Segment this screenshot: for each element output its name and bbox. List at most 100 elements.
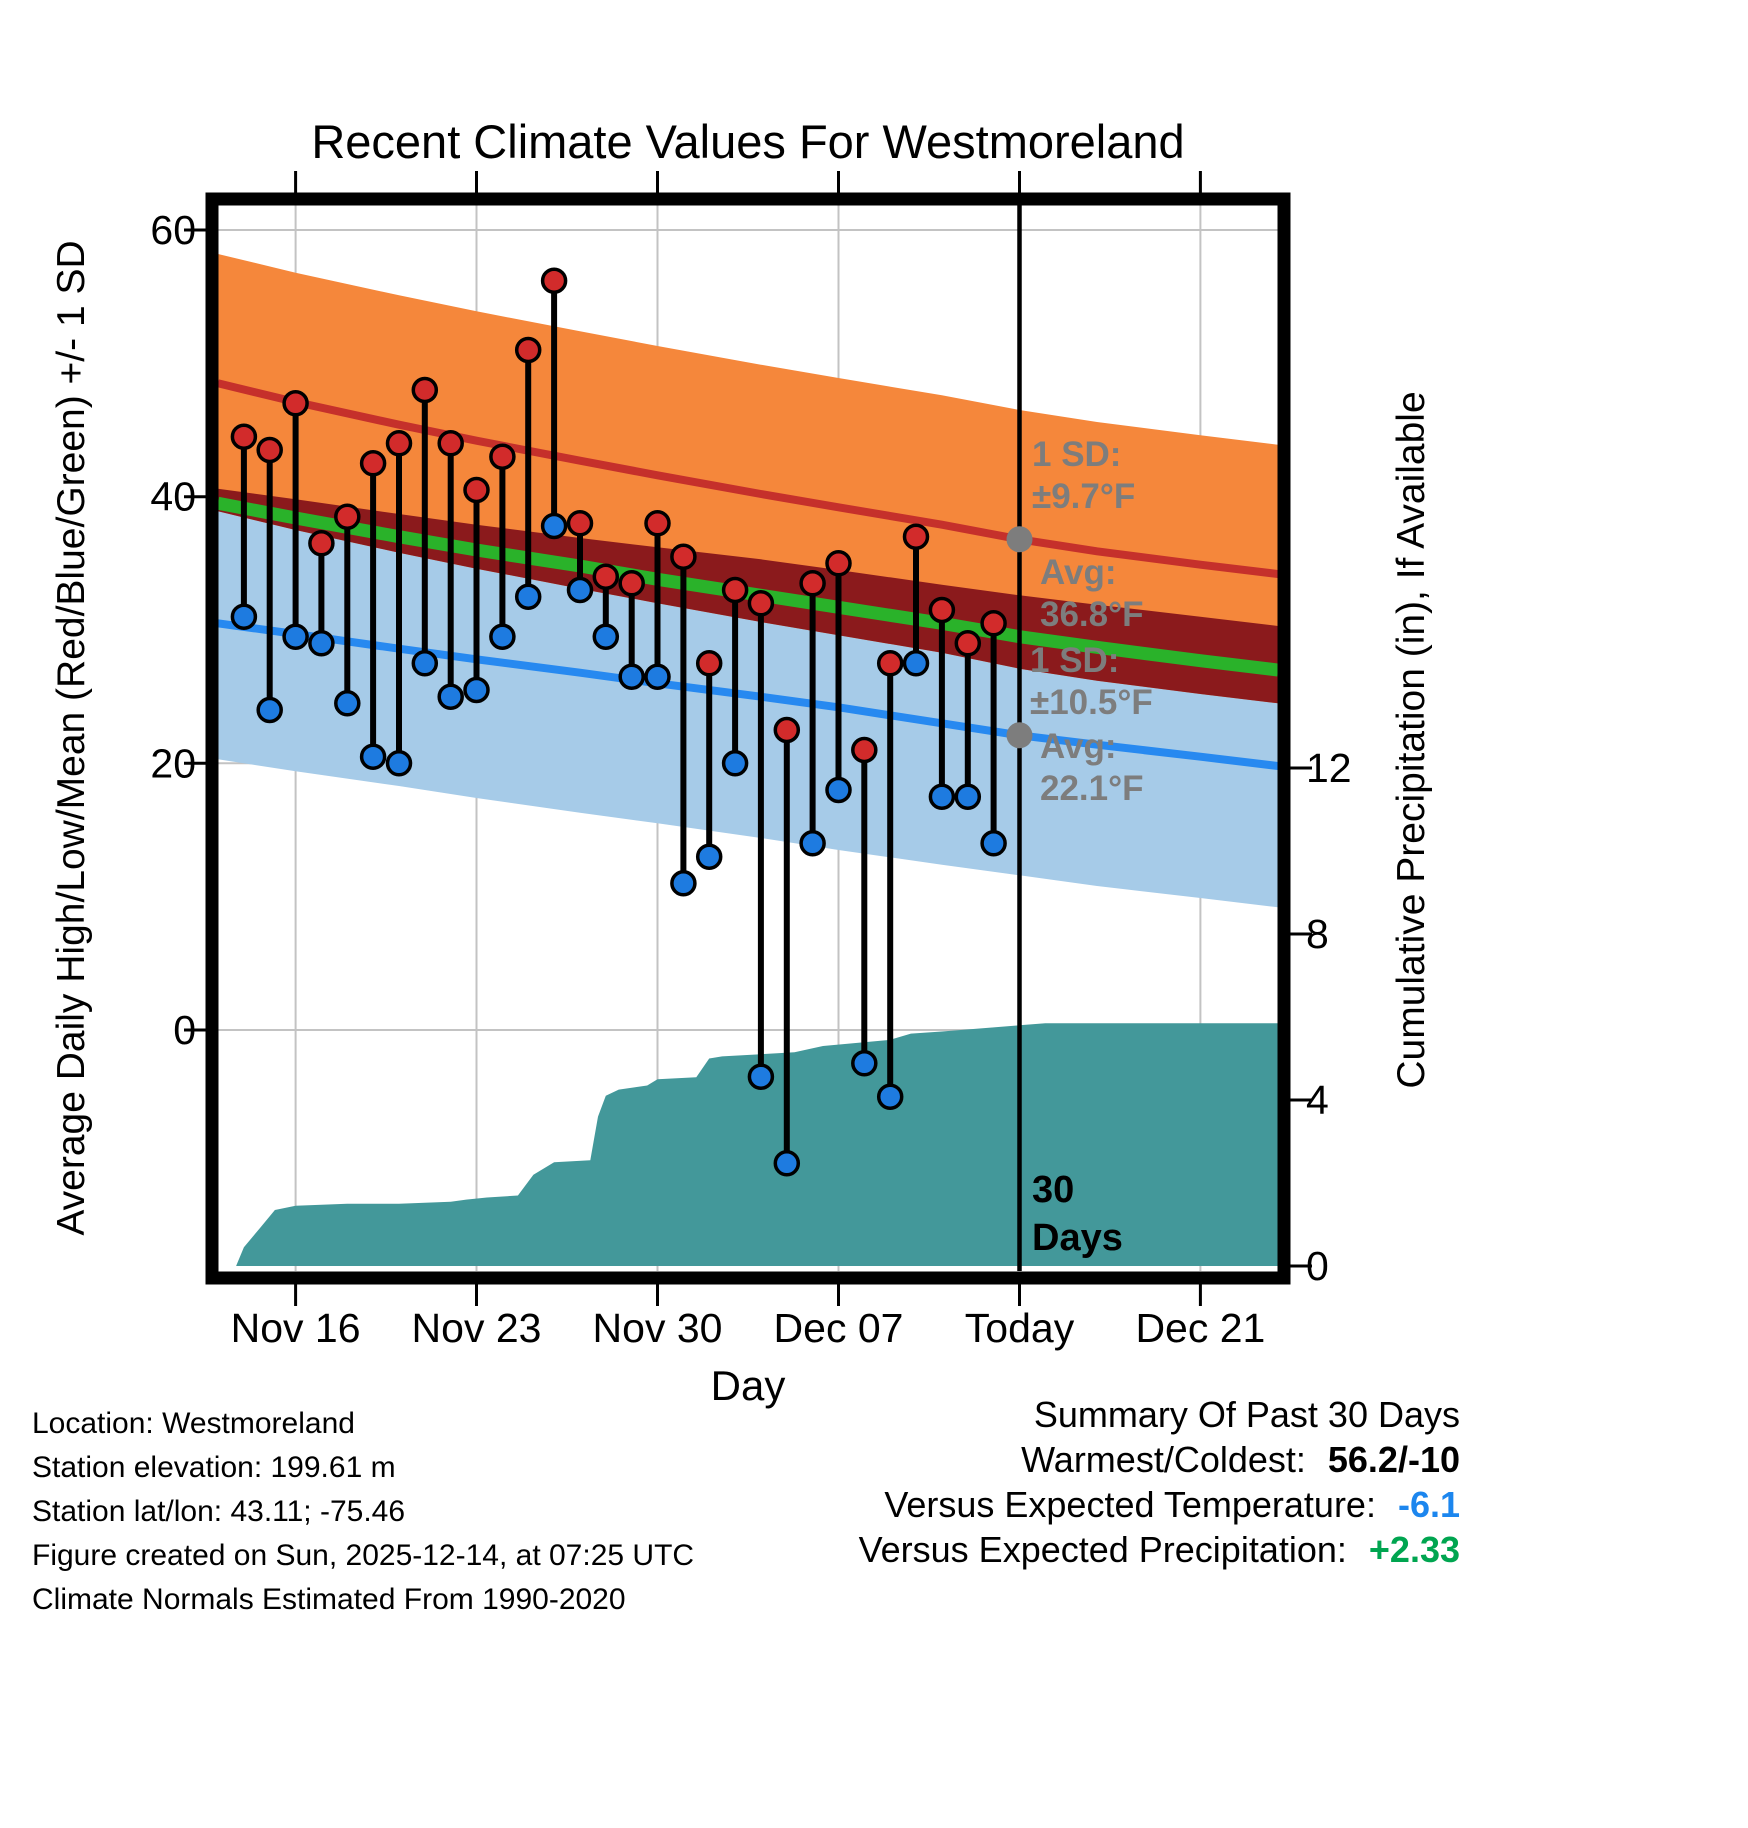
summary-row-warmest-coldest: Warmest/Coldest: 56.2/-10 bbox=[859, 1437, 1460, 1482]
daily-low-dot bbox=[385, 750, 413, 777]
high-temp-sd-band bbox=[218, 254, 1278, 704]
daily-low-dot bbox=[799, 830, 826, 857]
daily-low-dot bbox=[670, 870, 697, 897]
daily-low-dot bbox=[334, 690, 361, 717]
y-right-tick-label: 4 bbox=[1306, 1077, 1329, 1123]
daily-high-dot bbox=[851, 736, 878, 764]
summary-row-value: +2.33 bbox=[1368, 1529, 1460, 1570]
daily-low-dot bbox=[540, 512, 568, 540]
x-tick-label: Dec 07 bbox=[774, 1305, 904, 1351]
x-tick-label: Dec 21 bbox=[1135, 1305, 1265, 1351]
low-avg-value: 22.1°F bbox=[1040, 769, 1144, 808]
daily-high-dot bbox=[256, 436, 283, 464]
summary-row-value: -6.1 bbox=[1397, 1484, 1460, 1525]
daily-high-dot bbox=[954, 630, 982, 657]
high-avg-label: Avg: bbox=[1040, 553, 1116, 592]
y-left-tick-label: 20 bbox=[150, 740, 196, 786]
y-axis-right-label: Cumulative Precipitation (in), If Availa… bbox=[1390, 391, 1433, 1088]
x-tick-label: Nov 16 bbox=[231, 1305, 361, 1351]
y-right-tick-label: 0 bbox=[1306, 1243, 1329, 1289]
daily-high-dot bbox=[566, 510, 594, 537]
summary-panel: Summary Of Past 30 Days Warmest/Coldest:… bbox=[859, 1392, 1460, 1572]
summary-row-label: Versus Expected Precipitation: bbox=[858, 1529, 1347, 1570]
daily-low-dot bbox=[411, 650, 439, 677]
today-line-group bbox=[1006, 205, 1033, 1271]
daily-low-dot bbox=[463, 676, 490, 704]
summary-row-label: Warmest/Coldest: bbox=[1021, 1439, 1306, 1480]
daily-low-dot bbox=[489, 623, 516, 650]
normals-bands-group bbox=[218, 254, 1278, 908]
daily-high-dot bbox=[359, 450, 387, 477]
daily-low-dot bbox=[592, 623, 620, 650]
daily-high-dot bbox=[463, 476, 490, 504]
high-sd-label: 1 SD: bbox=[1032, 435, 1121, 474]
daily-high-dot bbox=[825, 550, 852, 577]
daily-low-dot bbox=[980, 830, 1007, 857]
daily-high-dot bbox=[747, 590, 775, 617]
low-sd-value: ±10.5°F bbox=[1030, 683, 1153, 722]
low-sd-label: 1 SD: bbox=[1030, 641, 1119, 680]
summary-row-value: 56.2/-10 bbox=[1327, 1439, 1460, 1480]
daily-high-dot bbox=[980, 610, 1007, 637]
daily-high-dot bbox=[437, 430, 464, 457]
axis-tick-labels-group: Nov 16 Nov 23 Nov 30 Dec 07 Today Dec 2160402… bbox=[150, 207, 1351, 1351]
x-tick-label: Nov 23 bbox=[412, 1305, 542, 1351]
daily-high-dot bbox=[308, 530, 335, 557]
daily-low-dot bbox=[825, 776, 852, 804]
high-sd-value: ±9.7°F bbox=[1032, 477, 1135, 516]
station-latlon: Station lat/lon: 43.11; -75.46 bbox=[32, 1495, 406, 1528]
summary-title: Summary Of Past 30 Days bbox=[1033, 1394, 1460, 1435]
station-info: Location: Westmoreland Station elevation… bbox=[32, 1402, 694, 1622]
high-avg-value: 36.8°F bbox=[1040, 595, 1144, 634]
daily-low-dot bbox=[851, 1050, 878, 1077]
daily-high-dot bbox=[618, 570, 645, 597]
high-avg-line bbox=[218, 379, 1278, 578]
station-elevation: Station elevation: 199.61 m bbox=[32, 1451, 396, 1484]
station-location: Location: Westmoreland bbox=[32, 1407, 355, 1440]
daily-low-dot bbox=[902, 650, 930, 677]
today-high-avg-marker bbox=[1006, 526, 1033, 553]
plot-frame bbox=[205, 192, 1291, 1285]
daily-high-dot bbox=[644, 510, 671, 537]
figure-created: Figure created on Sun, 2025-12-14, at 07… bbox=[32, 1539, 695, 1572]
daily-low-dot bbox=[256, 696, 283, 724]
daily-high-dot bbox=[799, 570, 826, 597]
daily-low-dot bbox=[566, 576, 594, 604]
x-axis-label: Day bbox=[711, 1362, 786, 1409]
y-right-tick-label: 12 bbox=[1306, 745, 1352, 791]
daily-low-dot bbox=[644, 663, 671, 690]
daily-high-dot bbox=[721, 576, 749, 604]
today-low-avg-marker bbox=[1006, 722, 1033, 749]
daily-high-dot bbox=[230, 423, 258, 450]
daily-low-dot bbox=[747, 1063, 775, 1090]
daily-low-dot bbox=[437, 683, 464, 710]
thirty-days-label-line1: 30 bbox=[1032, 1169, 1074, 1211]
x-tick-label: Today bbox=[965, 1305, 1075, 1351]
daily-high-dot bbox=[876, 650, 904, 677]
y-left-tick-label: 40 bbox=[150, 474, 196, 520]
daily-low-dot bbox=[618, 663, 645, 690]
daily-high-dot bbox=[773, 716, 801, 744]
daily-low-dot bbox=[773, 1150, 801, 1177]
daily-low-dot bbox=[928, 783, 956, 810]
daily-low-dot bbox=[514, 583, 542, 610]
summary-row-label: Versus Expected Temperature: bbox=[884, 1484, 1376, 1525]
axis-ticks-group bbox=[184, 171, 1312, 1306]
daily-low-dot bbox=[282, 623, 309, 650]
daily-high-dot bbox=[670, 543, 697, 570]
chart-title: Recent Climate Values For Westmoreland bbox=[311, 115, 1184, 168]
daily-low-dot bbox=[308, 630, 335, 657]
daily-highlow-group bbox=[230, 267, 1007, 1177]
daily-high-dot bbox=[489, 443, 516, 470]
daily-low-dot bbox=[721, 750, 749, 777]
daily-low-dot bbox=[876, 1083, 904, 1110]
y-right-tick-label: 8 bbox=[1306, 911, 1329, 957]
x-tick-label: Nov 30 bbox=[593, 1305, 723, 1351]
daily-high-dot bbox=[514, 336, 542, 364]
y-left-tick-label: 60 bbox=[150, 207, 196, 253]
daily-high-dot bbox=[282, 390, 309, 417]
daily-high-dot bbox=[902, 523, 930, 550]
daily-high-dot bbox=[695, 650, 723, 677]
